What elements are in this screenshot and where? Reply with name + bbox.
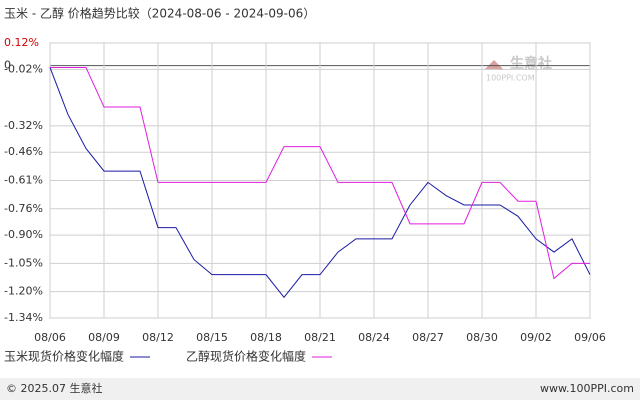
watermark: 生意社 100PPI.COM [484, 55, 552, 83]
x-tick-label: 09/06 [574, 331, 606, 344]
footer-bar [0, 378, 640, 400]
y-tick-label: -1.34% [4, 311, 43, 324]
x-tick-label: 08/15 [196, 331, 228, 344]
x-tick-label: 08/21 [304, 331, 336, 344]
y-tick-label: -1.05% [4, 256, 43, 269]
x-tick-label: 08/18 [250, 331, 282, 344]
y-tick-label: -0.32% [4, 119, 43, 132]
y-tick-label: 0.12% [4, 36, 39, 49]
footer-url: www.100PPI.com [540, 382, 634, 395]
x-tick-label: 08/30 [466, 331, 498, 344]
y-tick-label: -0.76% [4, 202, 43, 215]
legend-label: 乙醇现货价格变化幅度 [186, 349, 306, 364]
legend: 玉米现货价格变化幅度 乙醇现货价格变化幅度 [4, 349, 333, 364]
x-tick-label: 08/12 [142, 331, 174, 344]
watermark-brand: 生意社 [510, 55, 552, 72]
footer-copyright: © 2025.07 生意社 [6, 381, 102, 395]
chart-title: 玉米 - 乙醇 价格趋势比较（2024-08-06 - 2024-09-06） [4, 6, 315, 21]
x-tick-label: 08/27 [412, 331, 444, 344]
x-tick-label: 08/06 [34, 331, 66, 344]
legend-label: 玉米现货价格变化幅度 [4, 349, 124, 364]
series-line [49, 67, 591, 299]
y-tick-label: 0 [4, 59, 11, 72]
y-tick-label: -0.90% [4, 228, 43, 241]
series-line [50, 66, 590, 280]
watermark-site: 100PPI.COM [486, 74, 535, 83]
y-tick-label: -0.46% [4, 145, 43, 158]
x-tick-label: 08/09 [88, 331, 120, 344]
x-tick-label: 09/02 [520, 331, 552, 344]
x-tick-label: 08/24 [358, 331, 390, 344]
y-tick-label: -0.61% [4, 174, 43, 187]
y-tick-label: -0.02% [4, 62, 43, 75]
y-tick-label: -1.20% [4, 285, 43, 298]
watermark-icon [484, 60, 504, 70]
